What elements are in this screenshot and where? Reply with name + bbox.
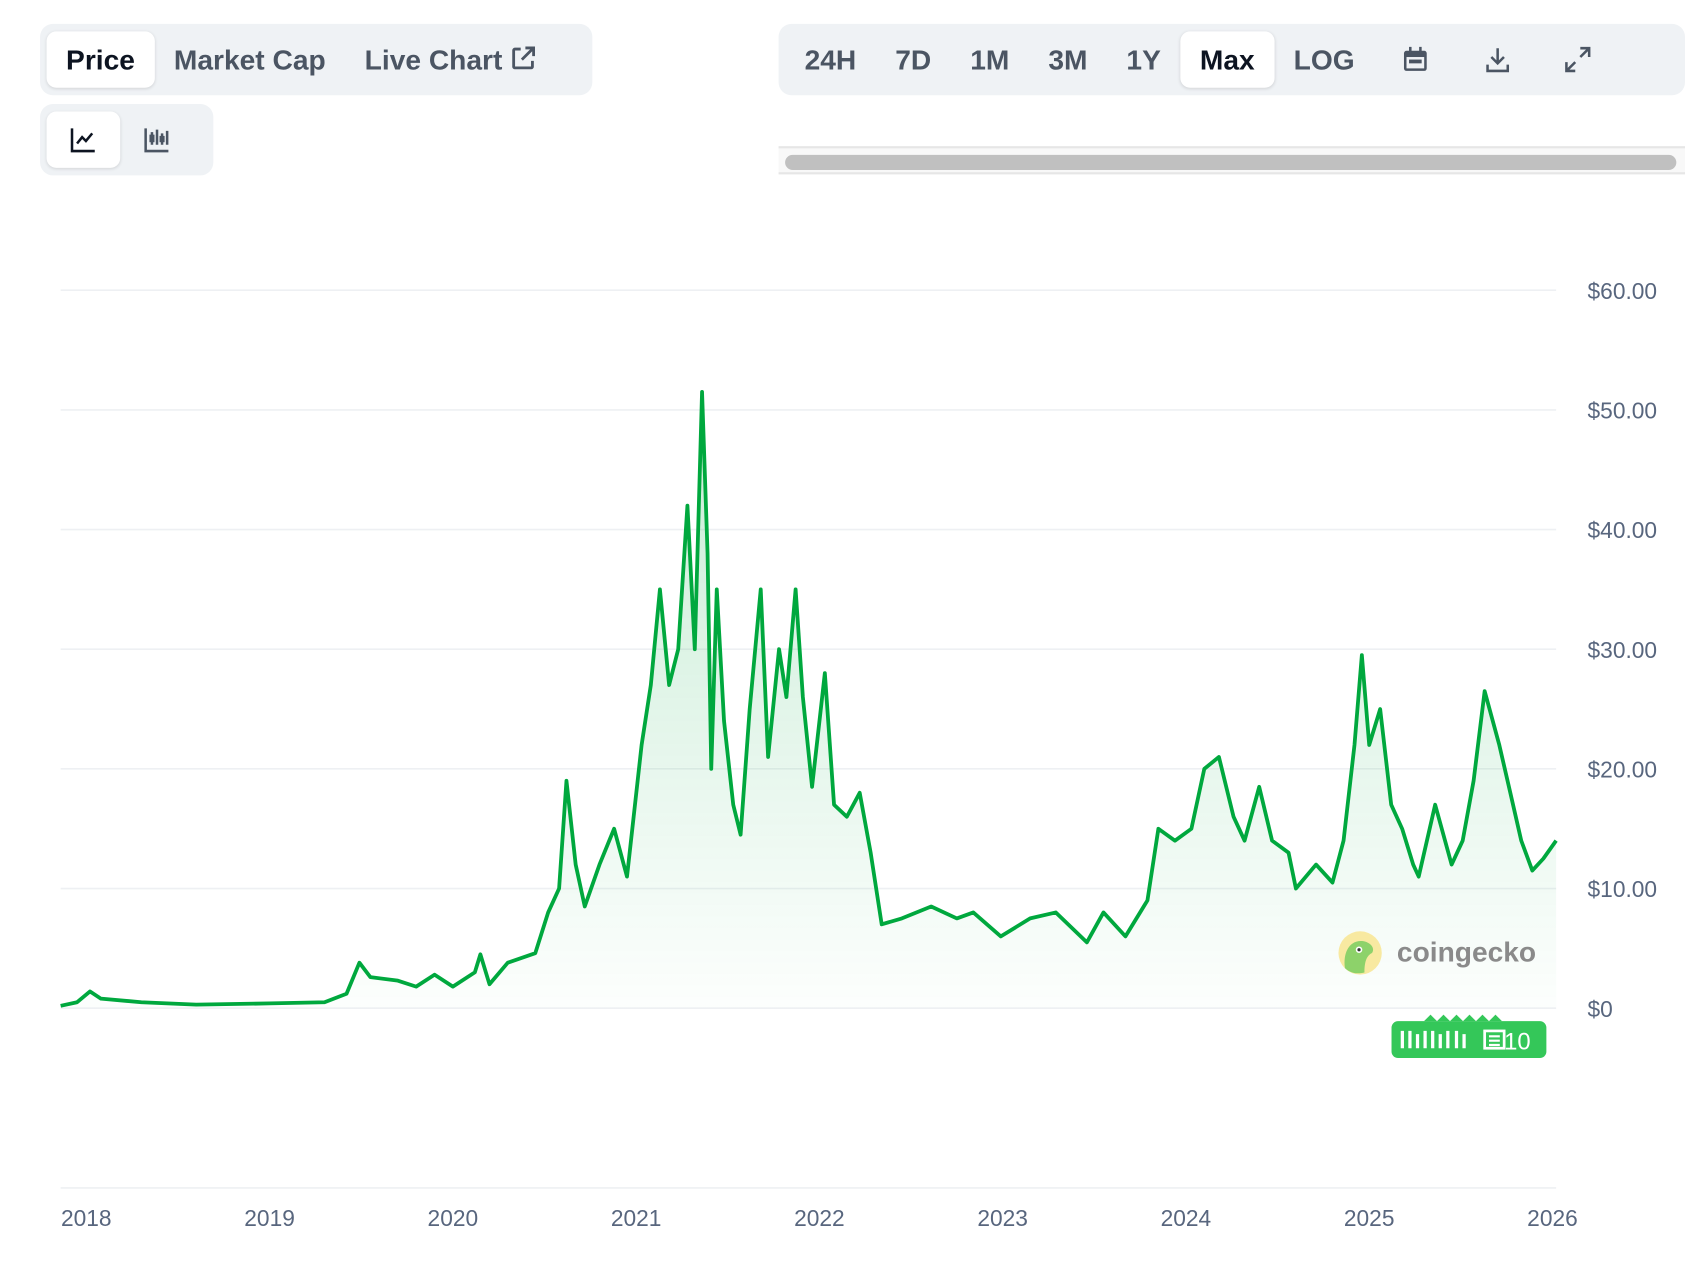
range-3m[interactable]: 3M <box>1048 42 1088 76</box>
x-tick-label: 2019 <box>244 1205 295 1231</box>
watermark-text: coingecko <box>1397 937 1536 968</box>
candlestick-icon <box>142 125 172 155</box>
tab-live-chart[interactable]: Live Chart <box>345 31 559 87</box>
news-count: 10 <box>1504 1028 1531 1055</box>
range-7d[interactable]: 7D <box>895 42 932 76</box>
download-button[interactable] <box>1456 31 1538 87</box>
range-max[interactable]: Max <box>1180 31 1275 88</box>
x-tick-label: 2020 <box>428 1205 479 1231</box>
y-tick-label: $50.00 <box>1588 398 1658 424</box>
news-icon <box>1483 1029 1506 1050</box>
range-navigator[interactable] <box>778 146 1685 175</box>
x-tick-label: 2025 <box>1344 1205 1395 1231</box>
price-area-fill <box>60 391 1557 1009</box>
y-tick-label: $30.00 <box>1588 637 1658 663</box>
range-1y[interactable]: 1Y <box>1126 42 1161 76</box>
y-tick-label: $10.00 <box>1588 876 1658 902</box>
range-1m[interactable]: 1M <box>970 42 1010 76</box>
x-tick-label: 2024 <box>1161 1205 1212 1231</box>
log-scale-toggle[interactable]: LOG <box>1293 42 1355 76</box>
chart-type-tabs: Price Market Cap Live Chart <box>40 23 593 96</box>
x-tick-label: 2026 <box>1527 1205 1578 1231</box>
coingecko-watermark: coingecko <box>1338 931 1536 975</box>
external-link-icon <box>509 44 539 74</box>
tab-price[interactable]: Price <box>46 31 155 88</box>
download-icon <box>1482 44 1512 74</box>
news-badge[interactable]: 10 <box>1391 1014 1547 1058</box>
x-tick-label: 2022 <box>794 1205 845 1231</box>
candlestick-chart-button[interactable] <box>120 112 194 168</box>
x-tick-label: 2021 <box>611 1205 662 1231</box>
x-tick-label: 2018 <box>61 1205 112 1231</box>
expand-icon <box>1563 44 1593 74</box>
live-chart-label: Live Chart <box>364 42 503 76</box>
navigator-scrollbar-thumb[interactable] <box>785 154 1677 171</box>
price-line[interactable] <box>60 390 1558 1008</box>
y-tick-label: $40.00 <box>1588 517 1658 543</box>
y-tick-label: $60.00 <box>1588 278 1658 304</box>
x-tick-label: 2023 <box>977 1205 1028 1231</box>
range-24h[interactable]: 24H <box>804 42 857 76</box>
tab-market-cap[interactable]: Market Cap <box>173 42 326 76</box>
y-tick-label: $20.00 <box>1588 757 1658 783</box>
event-markers-icon <box>1400 1030 1466 1049</box>
fullscreen-button[interactable] <box>1539 31 1617 87</box>
line-chart-icon <box>68 125 98 155</box>
time-range-selector: 24H 7D 1M 3M 1Y Max LOG <box>778 23 1685 96</box>
date-picker-button[interactable] <box>1374 31 1456 87</box>
line-chart-button[interactable] <box>46 111 121 168</box>
y-tick-label: $0 <box>1588 996 1613 1022</box>
calendar-icon <box>1400 44 1430 74</box>
chart-style-toggle <box>40 103 214 176</box>
